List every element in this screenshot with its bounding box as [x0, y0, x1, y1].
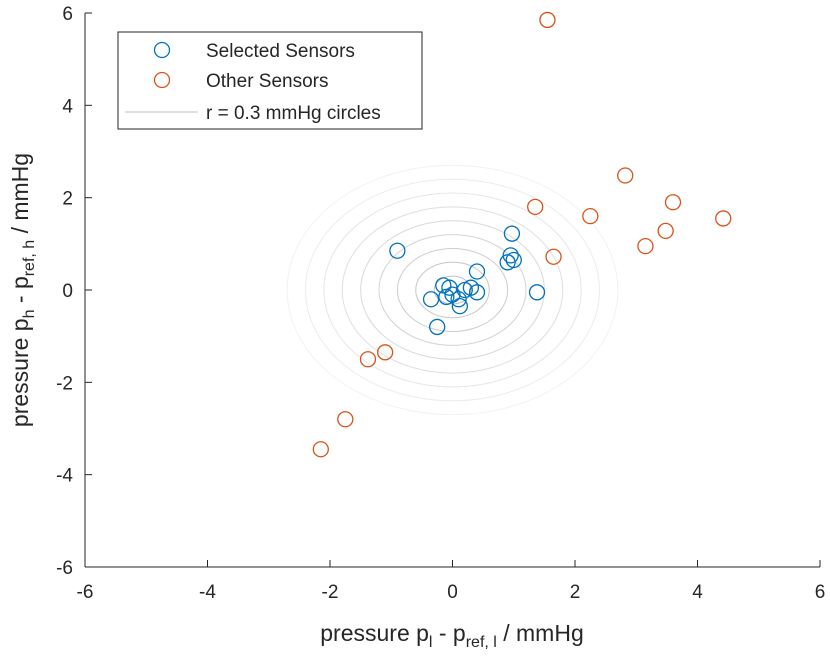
y-tick-label: 2 [62, 189, 73, 210]
y-tick-label: -2 [56, 373, 73, 394]
y-tick-label: 6 [62, 4, 73, 25]
y-tick-label: -6 [56, 558, 73, 579]
x-tick-label: 2 [570, 582, 581, 603]
y-tick-label: 4 [62, 96, 73, 117]
x-tick-label: -6 [77, 582, 94, 603]
y-tick-label: 0 [62, 281, 73, 302]
x-tick-label: 4 [692, 582, 703, 603]
legend-label-circles: r = 0.3 mmHg circles [206, 103, 381, 124]
x-tick-label: 6 [815, 582, 826, 603]
x-tick-label: 0 [447, 582, 458, 603]
legend: Selected Sensors Other Sensors r = 0.3 m… [118, 32, 422, 129]
legend-label-selected-sensors: Selected Sensors [206, 41, 355, 62]
x-tick-label: -2 [322, 582, 339, 603]
x-tick-label: -4 [199, 582, 216, 603]
y-axis-title: pressure ph - pref, h / mmHg [7, 153, 38, 427]
legend-label-other-sensors: Other Sensors [206, 71, 329, 92]
y-tick-label: -4 [56, 466, 73, 487]
scatter-chart: -6 -4 -2 0 2 4 6 -6 -4 -2 0 2 4 6 pressure pl - pref,… [0, 0, 830, 658]
x-axis-title: pressure pl - pref, l / mmHg [320, 620, 583, 651]
